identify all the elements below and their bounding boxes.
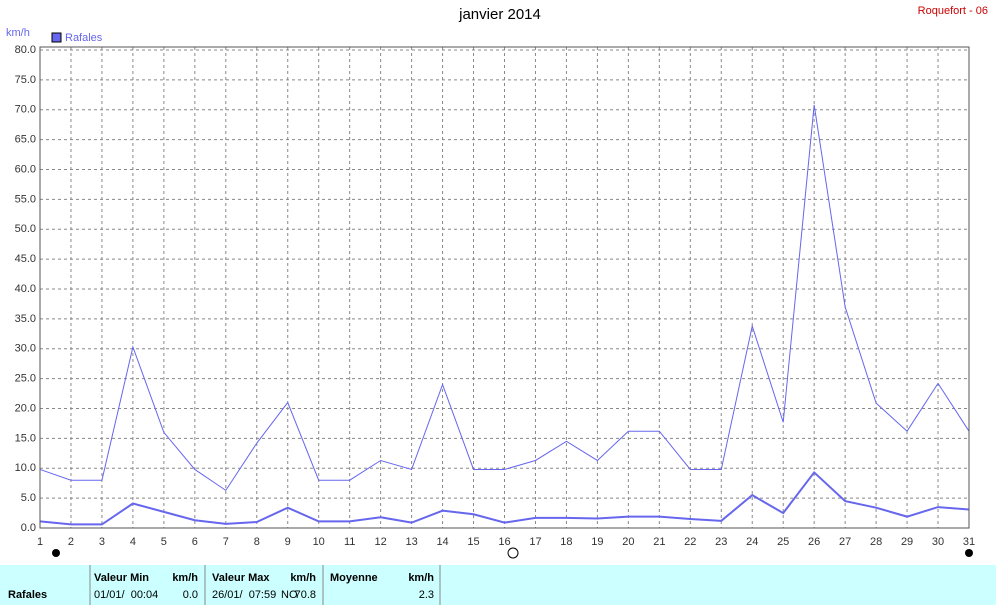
y-tick-label: 80.0 — [15, 44, 36, 56]
y-tick-label: 50.0 — [15, 223, 36, 235]
x-tick-label: 27 — [839, 536, 851, 548]
x-tick-label: 4 — [130, 536, 136, 548]
x-tick-label: 22 — [684, 536, 696, 548]
x-tick-label: 19 — [591, 536, 603, 548]
x-tick-label: 28 — [870, 536, 882, 548]
y-tick-label: 55.0 — [15, 193, 36, 205]
x-tick-label: 11 — [344, 536, 355, 548]
moon-icon — [965, 549, 973, 557]
x-tick-label: 31 — [963, 536, 975, 548]
x-tick-label: 12 — [375, 536, 387, 548]
y-tick-label: 60.0 — [15, 163, 36, 175]
x-tick-label: 24 — [746, 536, 758, 548]
y-tick-label: 25.0 — [15, 373, 36, 385]
x-tick-label: 10 — [313, 536, 325, 548]
table-header: km/h — [408, 572, 434, 584]
y-tick-label: 0.0 — [21, 522, 36, 534]
y-tick-label: 65.0 — [15, 134, 36, 146]
y-tick-label: 40.0 — [15, 283, 36, 295]
x-tick-label: 7 — [223, 536, 229, 548]
table-cell: NO — [281, 589, 298, 601]
x-tick-label: 29 — [901, 536, 913, 548]
table-header: km/h — [290, 572, 316, 584]
moon-icon — [52, 549, 60, 557]
y-tick-label: 10.0 — [15, 462, 36, 474]
x-tick-label: 18 — [560, 536, 572, 548]
x-tick-label: 3 — [99, 536, 105, 548]
table-cell: 2.3 — [419, 589, 434, 601]
y-tick-label: 35.0 — [15, 313, 36, 325]
x-tick-label: 25 — [777, 536, 789, 548]
chart-title: janvier 2014 — [458, 6, 541, 23]
table-cell: 70.8 — [295, 589, 316, 601]
series-line — [39, 104, 970, 492]
y-tick-label: 20.0 — [15, 402, 36, 414]
table-cell: 01/01/ 00:04 — [94, 589, 158, 601]
x-tick-label: 9 — [285, 536, 291, 548]
table-cell: 26/01/ 07:59 — [212, 589, 276, 601]
series-line — [39, 470, 970, 526]
x-tick-label: 8 — [254, 536, 260, 548]
table-cell: 0.0 — [183, 589, 198, 601]
x-tick-label: 21 — [653, 536, 665, 548]
x-tick-label: 16 — [498, 536, 510, 548]
x-tick-label: 30 — [932, 536, 944, 548]
legend-swatch — [51, 32, 62, 43]
table-header: km/h — [172, 572, 198, 584]
table-header: Valeur Min — [94, 572, 149, 584]
y-tick-label: 45.0 — [15, 253, 36, 265]
table-header: Valeur Max — [212, 572, 270, 584]
table-row-label: Rafales — [8, 589, 47, 601]
summary-table — [0, 565, 996, 605]
plot-frame — [39, 46, 970, 529]
y-tick-label: 75.0 — [15, 74, 36, 86]
x-tick-label: 26 — [808, 536, 820, 548]
legend-label: Rafales — [65, 32, 103, 44]
x-tick-label: 17 — [529, 536, 541, 548]
y-tick-label: 5.0 — [21, 492, 36, 504]
y-tick-label: 70.0 — [15, 104, 36, 116]
x-tick-label: 15 — [467, 536, 479, 548]
x-tick-label: 1 — [37, 536, 43, 548]
y-axis-label: km/h — [6, 27, 30, 39]
moon-icon — [507, 547, 519, 559]
y-tick-label: 30.0 — [15, 343, 36, 355]
x-tick-label: 14 — [436, 536, 448, 548]
station: Roquefort - 06 — [918, 5, 988, 17]
x-tick-label: 13 — [405, 536, 417, 548]
table-header: Moyenne — [330, 572, 378, 584]
x-tick-label: 5 — [161, 536, 167, 548]
x-tick-label: 2 — [68, 536, 74, 548]
x-tick-label: 23 — [715, 536, 727, 548]
y-tick-label: 15.0 — [15, 432, 36, 444]
x-tick-label: 6 — [192, 536, 198, 548]
x-tick-label: 20 — [622, 536, 634, 548]
